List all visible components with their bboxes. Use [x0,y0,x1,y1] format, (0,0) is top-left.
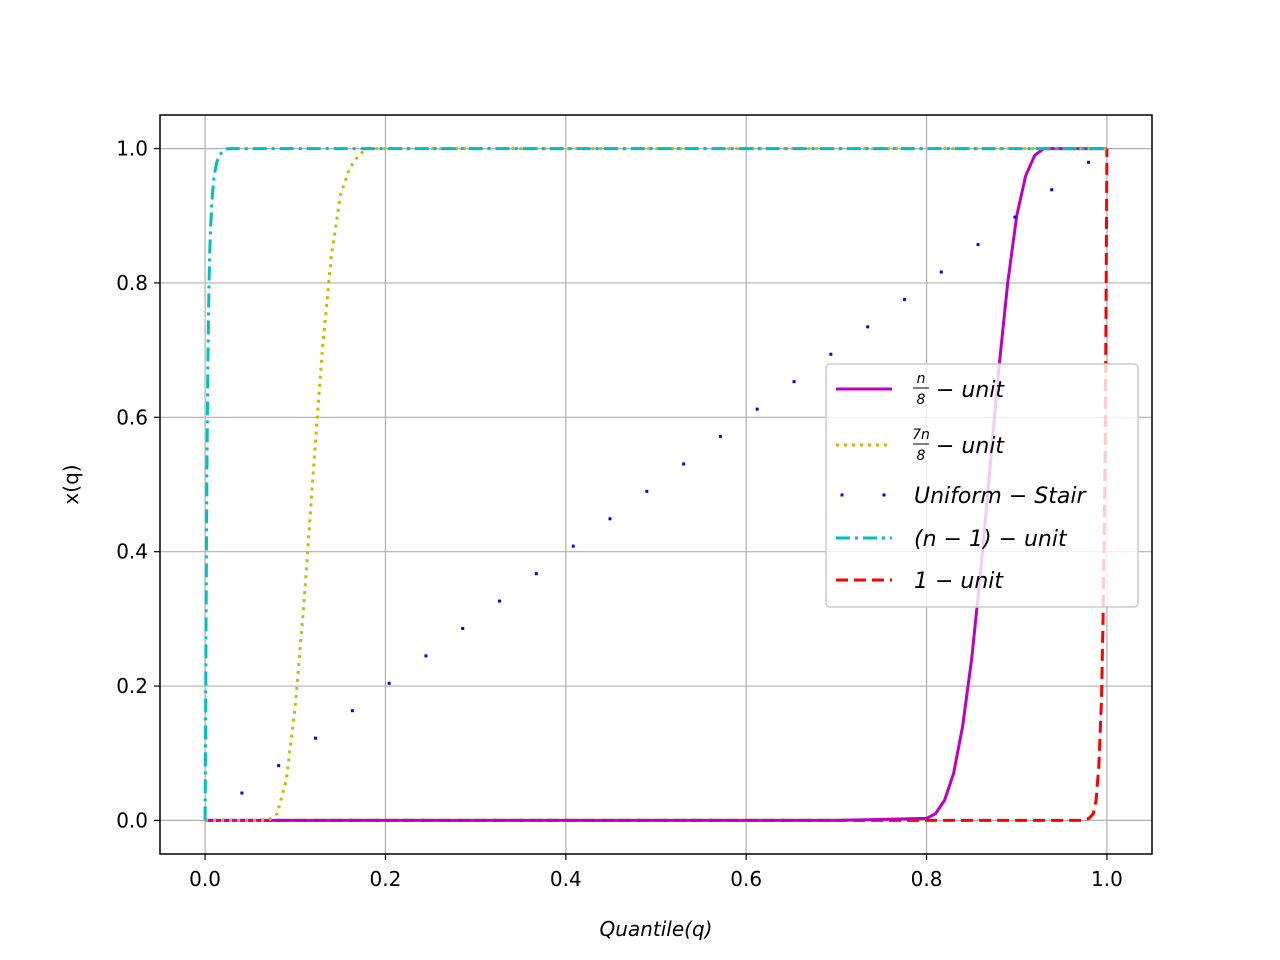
legend-entry: n 8 − unit [836,371,1005,408]
legend-frac-numerator: 7n [912,427,930,443]
uniform-stair-point [571,544,575,548]
legend: n 8 − unit 7n 8 − unit Uniform − Stair (n − 1) … [825,363,1139,608]
uniform-stair-point [976,243,980,247]
legend-label: (n − 1) − unit [914,527,1068,552]
series-line [205,148,1109,822]
ticks: 0.0 0.2 0.4 0.6 0.8 1.0 0.0 0.2 0.4 0.6 0.8 1.0 [116,137,1123,891]
y-tick-label: 0.4 [116,540,148,564]
uniform-stair-point [866,325,870,329]
legend-frac-denominator: 8 [917,392,926,408]
uniform-stair-point [461,626,465,630]
legend-frac-denominator: 8 [917,448,926,464]
uniform-stair-point [902,297,906,301]
series-line [203,147,1107,821]
uniform-stair-point [939,270,943,274]
series-4 [205,148,1109,822]
legend-frac-numerator: n [917,371,926,387]
y-tick-label: 0.8 [116,271,148,295]
legend-box [825,363,1139,608]
legend-marker [840,493,844,497]
y-tick-label: 0.0 [116,808,148,832]
legend-label: Uniform − Stair [914,484,1087,509]
axes-frame [159,114,1153,855]
uniform-stair-point [534,572,538,576]
uniform-stair-point [350,709,354,713]
series-3 [203,147,1107,821]
uniform-stair-point [313,736,317,740]
uniform-stair-point [1087,160,1091,164]
uniform-stair-point [645,489,649,493]
x-tick-label: 0.6 [730,867,762,891]
uniform-stair-point [1050,188,1054,192]
x-tick-label: 0.0 [189,867,221,891]
uniform-stair-point [277,764,281,768]
legend-label: − unit [936,434,1005,459]
x-tick-label: 0.2 [370,867,402,891]
uniform-stair-point [387,681,391,685]
y-tick-label: 0.2 [116,674,148,698]
y-axis-label: x(q) [59,464,83,504]
uniform-stair-point [682,462,686,466]
uniform-stair-point [498,599,502,603]
legend-entry: 1 − unit [836,569,1004,594]
x-axis-label: Quantile(q) [600,917,713,941]
uniform-stair-point [1013,215,1017,219]
y-tick-label: 1.0 [116,137,148,161]
x-tick-label: 0.8 [911,867,943,891]
x-tick-label: 1.0 [1091,867,1123,891]
legend-entry: (n − 1) − unit [836,527,1068,552]
legend-label: − unit [936,378,1005,403]
uniform-stair-point [755,407,759,411]
uniform-stair-point [792,380,796,384]
x-tick-label: 0.4 [550,867,582,891]
legend-entry: Uniform − Stair [840,484,1087,509]
y-tick-label: 0.6 [116,405,148,429]
legend-label: 1 − unit [914,569,1004,594]
legend-marker [882,493,886,497]
uniform-stair-point [424,654,428,658]
uniform-stair-point [718,435,722,439]
legend-entry: 7n 8 − unit [836,427,1005,464]
uniform-stair-point [240,791,244,795]
series-2 [240,160,1091,795]
uniform-stair-point [829,352,833,356]
uniform-stair-point [608,517,612,521]
